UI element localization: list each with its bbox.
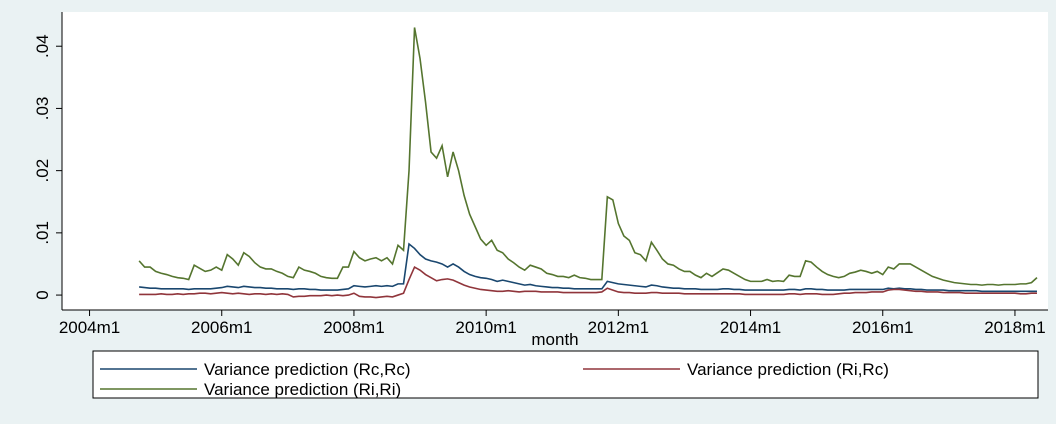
- x-tick-label: 2004m1: [59, 318, 120, 337]
- y-tick-label: .03: [33, 97, 52, 121]
- x-tick-label: 2016m1: [852, 318, 913, 337]
- x-tick-label: 2010m1: [455, 318, 516, 337]
- x-tick-label: 2008m1: [323, 318, 384, 337]
- y-tick-label: 0: [33, 290, 52, 299]
- y-tick-label: .04: [33, 34, 52, 58]
- x-axis-label: month: [531, 330, 578, 349]
- legend-label: Variance prediction (Ri,Ri): [204, 380, 401, 399]
- plot-area: [62, 12, 1048, 310]
- x-tick-label: 2014m1: [720, 318, 781, 337]
- y-tick-label: .02: [33, 159, 52, 183]
- y-tick-label: .01: [33, 221, 52, 245]
- x-tick-label: 2006m1: [191, 318, 252, 337]
- x-tick-label: 2018m1: [984, 318, 1045, 337]
- legend: [92, 350, 1039, 399]
- series-line: [139, 265, 1037, 299]
- legend-label: Variance prediction (Ri,Rc): [687, 360, 889, 379]
- x-tick-label: 2012m1: [588, 318, 649, 337]
- series-line: [139, 242, 1037, 293]
- series-line: [138, 27, 1038, 286]
- legend-label: Variance prediction (Rc,Rc): [204, 360, 411, 379]
